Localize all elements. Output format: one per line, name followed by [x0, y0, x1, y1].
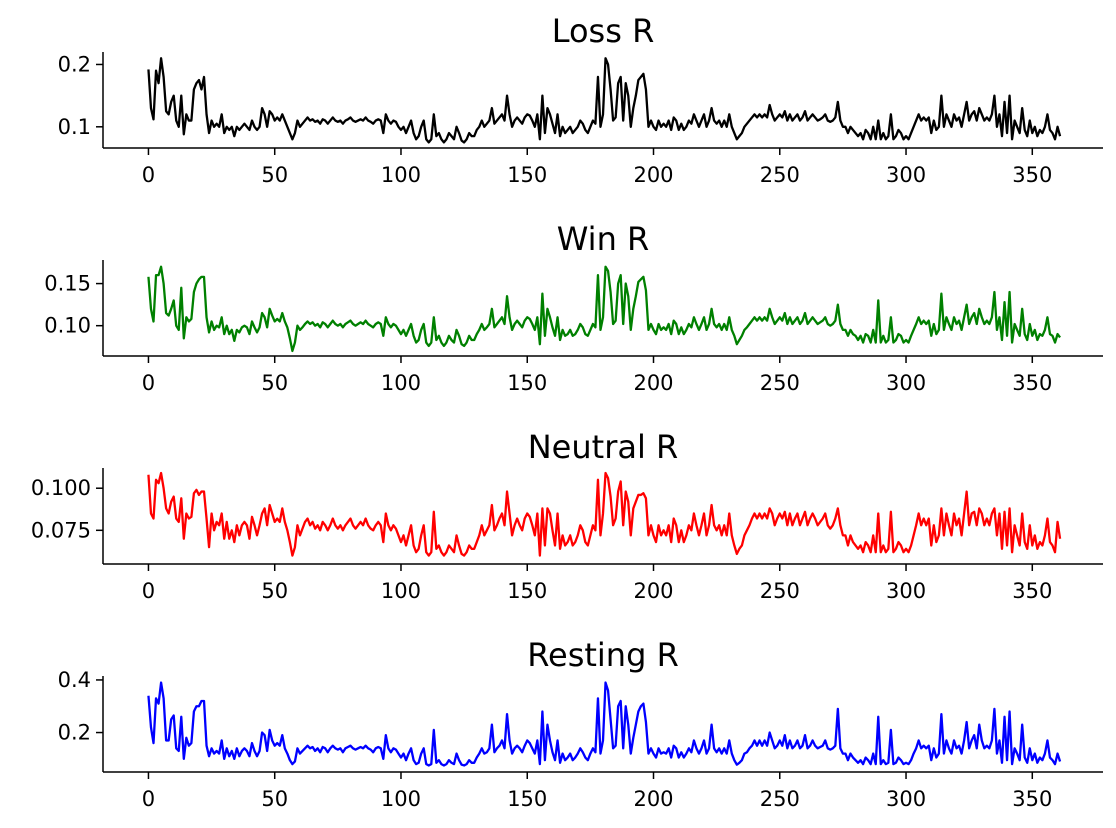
y-tick-label: 0.15 — [44, 272, 91, 296]
x-tick-label: 50 — [261, 787, 288, 811]
x-tick-label: 300 — [886, 371, 926, 395]
x-tick-label: 250 — [760, 579, 800, 603]
x-tick-label: 0 — [142, 787, 155, 811]
x-tick-label: 250 — [760, 787, 800, 811]
x-tick-label: 150 — [507, 371, 547, 395]
series-line — [147, 265, 1061, 353]
x-tick-label: 0 — [142, 579, 155, 603]
x-tick-label: 150 — [507, 579, 547, 603]
x-tick-label: 50 — [261, 371, 288, 395]
x-tick-label: 50 — [261, 579, 288, 603]
y-tick-label: 0.100 — [31, 476, 91, 500]
x-tick-label: 100 — [381, 163, 421, 187]
x-tick-label: 200 — [633, 787, 673, 811]
x-tick-label: 350 — [1012, 163, 1052, 187]
series-line — [147, 57, 1062, 144]
x-tick-label: 350 — [1012, 579, 1052, 603]
x-tick-label: 300 — [886, 787, 926, 811]
series-line — [147, 681, 1062, 767]
subplot-title: Neutral R — [528, 428, 679, 466]
x-tick-label: 300 — [886, 579, 926, 603]
subplot-1: Win R 0 50 100 150 200 250 300 350 0.10 0.15 — [44, 220, 1103, 395]
x-tick-label: 0 — [142, 163, 155, 187]
series-line — [147, 471, 1062, 557]
x-tick-label: 100 — [381, 579, 421, 603]
x-tick-label: 300 — [886, 163, 926, 187]
x-tick-label: 250 — [760, 371, 800, 395]
y-tick-label: 0.075 — [31, 518, 91, 542]
x-tick-label: 200 — [633, 579, 673, 603]
subplot-title: Resting R — [527, 636, 679, 674]
x-tick-label: 350 — [1012, 787, 1052, 811]
subplot-0: Loss R 0 50 100 150 200 250 300 350 0.1 0.2 — [58, 12, 1103, 187]
subplot-title: Win R — [557, 220, 650, 258]
x-tick-label: 100 — [381, 371, 421, 395]
subplot-2: Neutral R 0 50 100 150 200 250 300 350 0.075 0.100 — [31, 428, 1103, 603]
y-tick-label: 0.2 — [58, 52, 91, 76]
x-tick-label: 350 — [1012, 371, 1052, 395]
y-tick-label: 0.2 — [58, 721, 91, 745]
y-tick-label: 0.10 — [44, 314, 91, 338]
x-tick-label: 200 — [633, 371, 673, 395]
subplot-title: Loss R — [552, 12, 655, 50]
x-tick-label: 200 — [633, 163, 673, 187]
x-tick-label: 0 — [142, 371, 155, 395]
y-tick-label: 0.4 — [58, 668, 91, 692]
y-tick-label: 0.1 — [58, 115, 91, 139]
x-tick-label: 250 — [760, 163, 800, 187]
subplot-3: Resting R 0 50 100 150 200 250 300 350 0.2 0.4 — [58, 636, 1103, 811]
x-tick-label: 150 — [507, 787, 547, 811]
x-tick-label: 150 — [507, 163, 547, 187]
x-tick-label: 50 — [261, 163, 288, 187]
x-tick-label: 100 — [381, 787, 421, 811]
